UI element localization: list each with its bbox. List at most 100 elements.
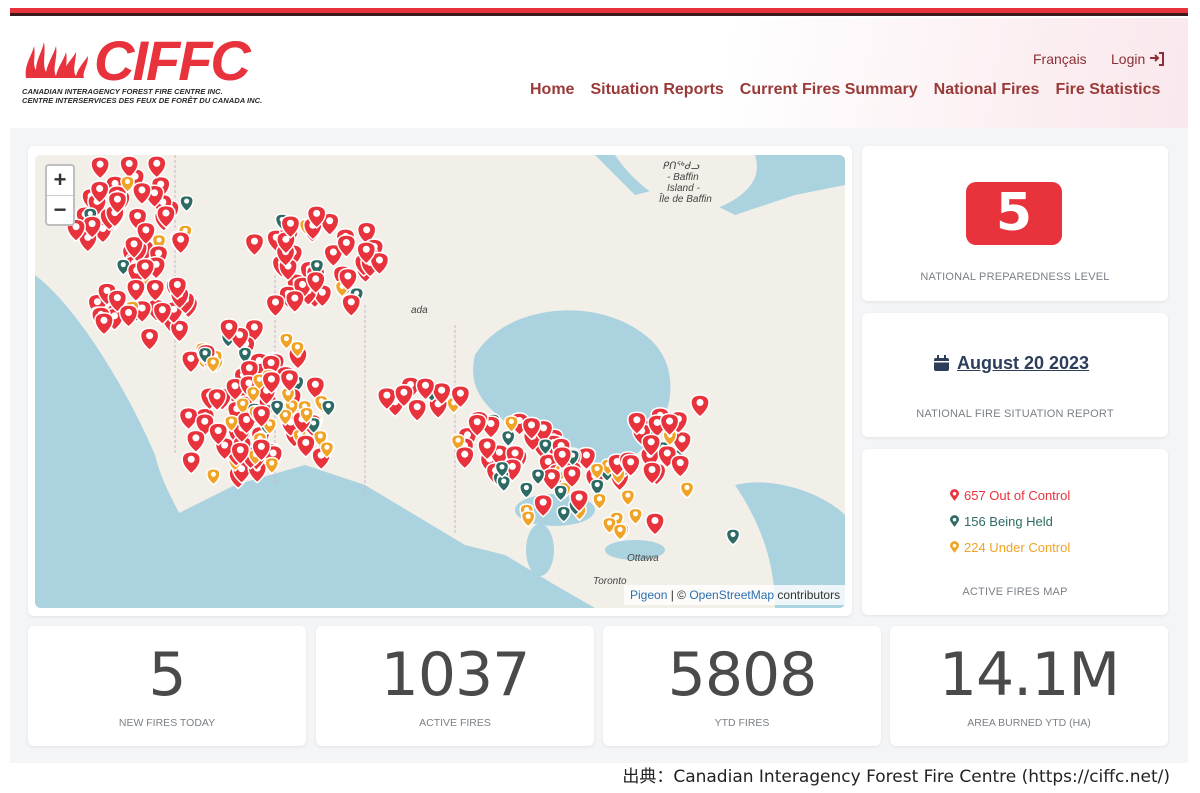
- fire-marker[interactable]: [519, 481, 534, 500]
- fire-marker-dot: [528, 421, 536, 429]
- fire-marker[interactable]: [279, 332, 294, 351]
- osm-link[interactable]: OpenStreetMap: [689, 588, 775, 602]
- fire-marker[interactable]: [251, 438, 272, 462]
- fire-marker-dot: [221, 441, 229, 449]
- fire-marker[interactable]: [305, 270, 326, 295]
- stat-value: 1037: [380, 640, 531, 710]
- fire-marker[interactable]: [672, 430, 692, 455]
- fire-marker[interactable]: [541, 467, 562, 492]
- fire-marker[interactable]: [356, 241, 377, 265]
- fire-marker[interactable]: [219, 318, 239, 342]
- fire-marker[interactable]: [454, 445, 475, 470]
- fire-marker[interactable]: [377, 386, 397, 411]
- fire-marker[interactable]: [305, 376, 326, 400]
- fire-marker-dot: [88, 220, 96, 228]
- fire-marker-dot: [505, 433, 511, 439]
- fire-marker[interactable]: [620, 488, 636, 507]
- fire-marker[interactable]: [169, 319, 190, 343]
- fire-marker[interactable]: [126, 278, 146, 303]
- active-fires-map[interactable]: ᑭᑎᖅᑯᓗ - Baffin Island - Île de Baffin ad…: [35, 155, 845, 608]
- nav-current-fires-summary[interactable]: Current Fires Summary: [739, 81, 918, 98]
- fire-marker[interactable]: [553, 484, 568, 502]
- fire-marker[interactable]: [146, 155, 167, 179]
- fire-marker[interactable]: [206, 468, 221, 486]
- stat-card-active-fires[interactable]: 1037 ACTIVE FIRES: [316, 626, 594, 746]
- zoom-in-button[interactable]: +: [53, 167, 67, 192]
- fire-marker[interactable]: [477, 436, 497, 461]
- fire-marker[interactable]: [500, 429, 516, 448]
- fire-marker-dot: [647, 438, 655, 446]
- fire-marker-dot: [633, 416, 641, 424]
- fire-marker[interactable]: [107, 190, 128, 215]
- fire-marker-dot: [72, 223, 80, 231]
- fire-marker[interactable]: [237, 346, 253, 365]
- fire-marker[interactable]: [295, 434, 316, 458]
- fire-marker[interactable]: [321, 399, 336, 418]
- fire-marker-dot: [684, 484, 690, 490]
- fire-marker[interactable]: [369, 251, 390, 276]
- fire-marker[interactable]: [592, 492, 607, 511]
- stat-card-ytd-fires[interactable]: 5808 YTD FIRES: [603, 626, 881, 746]
- stat-card-new-fires[interactable]: 5 NEW FIRES TODAY: [28, 626, 306, 746]
- legend-under-control-text: 224 Under Control: [964, 540, 1071, 555]
- fire-marker-dot: [187, 354, 195, 362]
- fire-marker[interactable]: [520, 510, 536, 528]
- fire-marker-dot: [317, 433, 323, 439]
- nav-fire-statistics[interactable]: Fire Statistics: [1055, 81, 1161, 98]
- fire-marker-dot: [314, 262, 320, 268]
- nav-situation-reports[interactable]: Situation Reports: [590, 81, 724, 98]
- fire-marker[interactable]: [118, 304, 139, 328]
- fire-marker[interactable]: [119, 155, 140, 179]
- stat-card-area-burned[interactable]: 14.1M AREA BURNED YTD (HA): [890, 626, 1168, 746]
- fire-marker[interactable]: [124, 235, 144, 260]
- fire-marker[interactable]: [504, 415, 519, 434]
- fires-legend-card[interactable]: 657 Out of Control 156 Being Held 224 Un…: [862, 449, 1168, 615]
- fire-marker-dot: [124, 178, 131, 185]
- fire-marker-dot: [344, 272, 352, 280]
- pigeon-link[interactable]: Pigeon: [630, 588, 668, 602]
- fire-marker[interactable]: [186, 429, 206, 454]
- language-link[interactable]: Français: [1033, 51, 1087, 67]
- fire-marker[interactable]: [538, 438, 553, 456]
- fire-marker-dot: [185, 411, 193, 419]
- fire-marker-dot: [231, 382, 239, 390]
- fire-marker[interactable]: [156, 204, 176, 229]
- map-label-baffin-1: - Baffin: [667, 172, 699, 183]
- fire-marker[interactable]: [670, 454, 691, 479]
- ciffc-logo[interactable]: CIFFC CANADIAN INTERAGENCY FOREST FIRE C…: [22, 29, 262, 109]
- fire-marker-dot: [103, 287, 111, 295]
- preparedness-card[interactable]: 5 NATIONAL PREPAREDNESS LEVEL: [862, 146, 1168, 301]
- fire-marker[interactable]: [690, 394, 710, 418]
- fire-marker-dot: [632, 511, 639, 517]
- fire-marker[interactable]: [261, 370, 282, 395]
- fire-marker-dot: [548, 472, 556, 480]
- report-date: August 20 2023: [957, 353, 1090, 373]
- fire-marker[interactable]: [139, 327, 160, 352]
- fire-marker[interactable]: [244, 232, 265, 257]
- zoom-out-button[interactable]: −: [47, 195, 73, 224]
- fire-marker-dot: [362, 245, 370, 253]
- fire-marker-dot: [325, 402, 331, 409]
- report-date-link[interactable]: August 20 2023: [934, 353, 1089, 374]
- nav-home[interactable]: Home: [530, 81, 575, 98]
- situation-report-card[interactable]: August 20 2023 NATIONAL FIRE SITUATION R…: [862, 313, 1168, 437]
- fire-marker-dot: [225, 322, 233, 330]
- fire-marker[interactable]: [290, 340, 305, 359]
- fire-marker[interactable]: [167, 276, 188, 301]
- fire-marker[interactable]: [589, 478, 605, 497]
- fire-marker-dot: [483, 441, 491, 449]
- fire-marker-dot: [146, 332, 154, 340]
- fire-marker[interactable]: [136, 221, 156, 246]
- login-link[interactable]: Login: [1111, 51, 1165, 67]
- fire-marker[interactable]: [552, 446, 573, 470]
- fire-marker-dot: [311, 380, 319, 388]
- map-label-baffin-2: Island -: [667, 183, 700, 194]
- map-label-inuktitut: ᑭᑎᖅᑯᓗ: [663, 161, 700, 172]
- fire-marker[interactable]: [467, 413, 488, 438]
- fire-marker-dot: [291, 294, 299, 302]
- nav-national-fires[interactable]: National Fires: [933, 81, 1040, 98]
- fire-marker[interactable]: [170, 230, 191, 255]
- fire-marker-dot: [678, 435, 686, 443]
- fire-marker[interactable]: [394, 384, 414, 408]
- fire-marker[interactable]: [641, 433, 661, 458]
